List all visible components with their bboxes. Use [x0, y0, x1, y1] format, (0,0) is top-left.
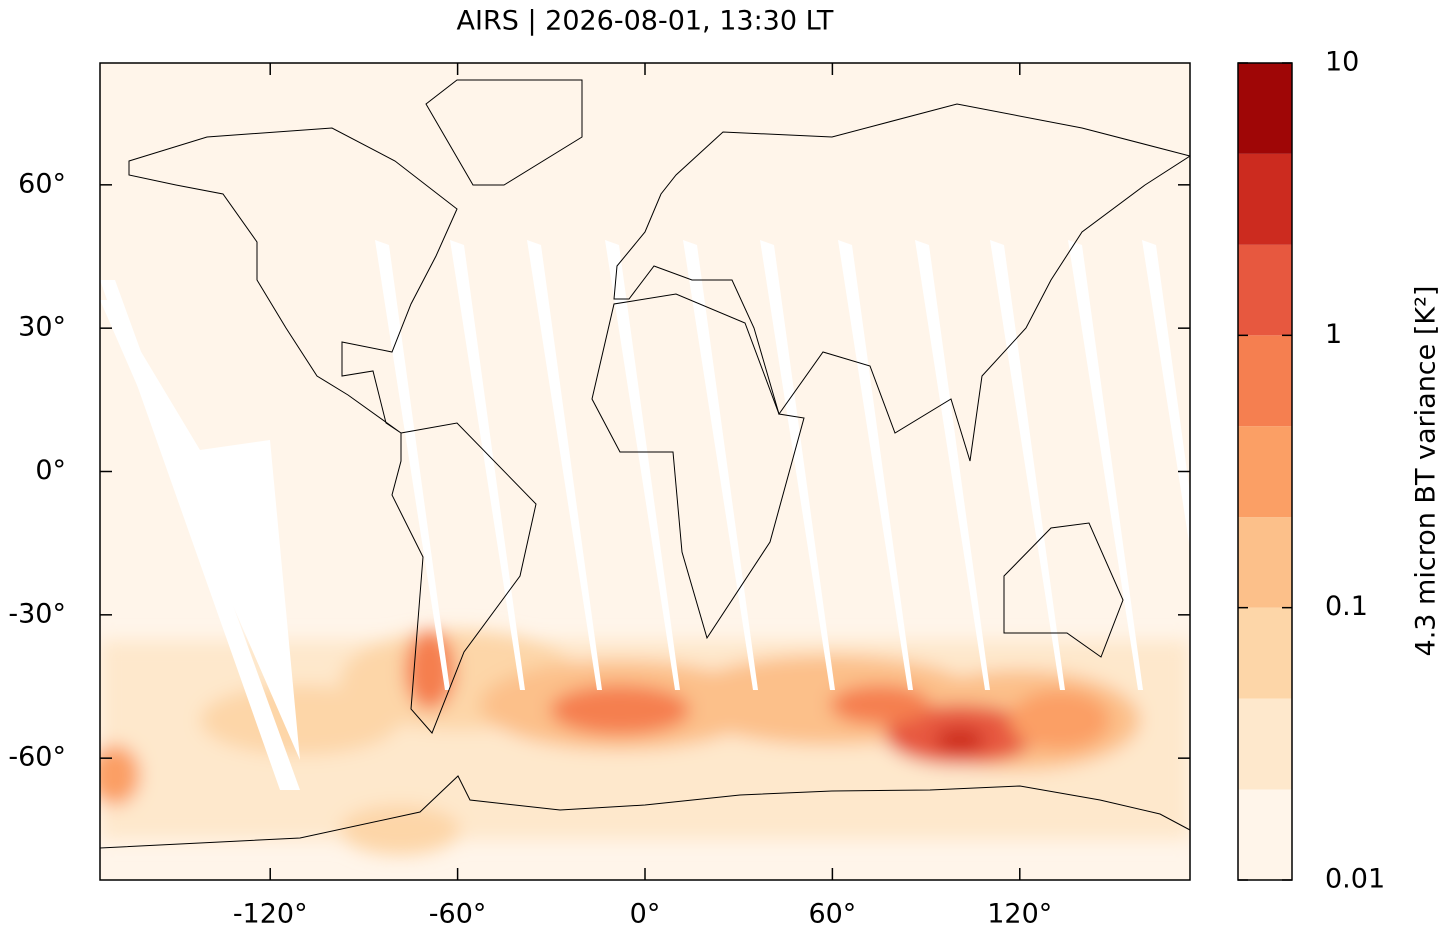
map-field [100, 63, 1190, 880]
colorbar-tick-label: 1 [1325, 319, 1342, 350]
colorbar-band [1238, 607, 1292, 699]
colorbar-tick-label: 0.01 [1325, 864, 1385, 895]
colorbar-frame [1237, 62, 1293, 881]
swath-gap [838, 240, 913, 690]
swath-gaps [100, 240, 1190, 790]
colorbar-band [1238, 517, 1292, 608]
map-title: AIRS | 2026-08-01, 13:30 LT [457, 6, 834, 37]
colorbar-label: 4.3 micron BT variance [K²] [1411, 286, 1442, 657]
colorbar-band [1238, 244, 1292, 336]
x-tick-label: 120° [987, 899, 1052, 930]
swath-gap [990, 240, 1065, 690]
colorbar-band [1238, 335, 1292, 427]
y-tick-label: -60° [8, 742, 66, 773]
swath-gap [1068, 240, 1143, 690]
x-tick-label: -60° [429, 899, 487, 930]
x-tick-label: -120° [233, 899, 308, 930]
swath-gap [683, 240, 758, 690]
colorbar-band [1238, 63, 1292, 154]
colorbar-band [1238, 698, 1292, 790]
colorbar-band [1238, 789, 1292, 880]
swath-gap [605, 240, 680, 690]
y-tick-label: 30° [18, 312, 66, 343]
x-tick-label: 60° [808, 899, 856, 930]
swath-gap [375, 240, 450, 690]
swath-gap [527, 240, 602, 690]
colorbar [1238, 62, 1292, 881]
swath-gap [760, 240, 835, 690]
colorbar-band [1238, 153, 1292, 245]
colorbar-tick-label: 0.1 [1325, 591, 1368, 622]
x-tick-label: 0° [630, 899, 661, 930]
colorbar-band [1238, 426, 1292, 518]
coastlines [100, 79, 1190, 849]
y-tick-label: 60° [18, 168, 66, 199]
variance-field [100, 630, 1190, 855]
y-tick-label: 0° [35, 455, 66, 486]
colorbar-tick-label: 10 [1325, 47, 1359, 78]
swath-gap [915, 240, 990, 690]
y-tick-label: -30° [8, 598, 66, 629]
swath-gap [450, 240, 525, 690]
